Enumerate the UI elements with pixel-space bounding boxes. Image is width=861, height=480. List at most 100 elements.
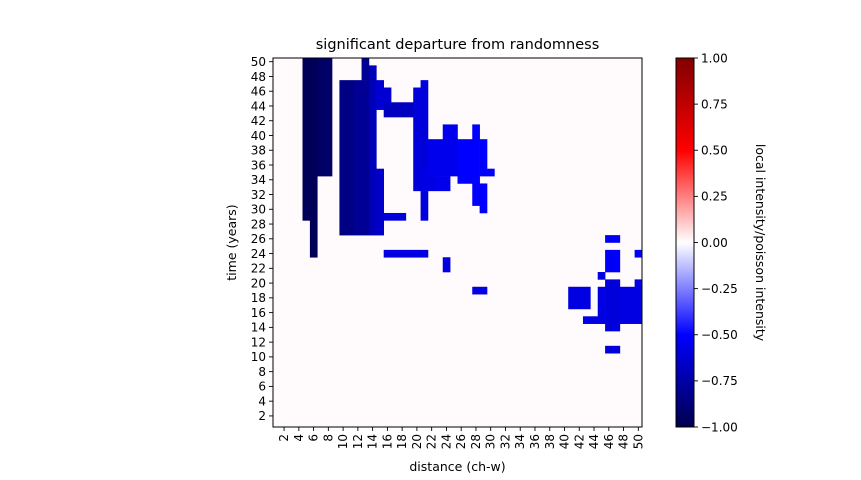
- heatmap-cell-16: [427, 139, 458, 177]
- y-tick-label: 10: [251, 350, 266, 364]
- y-tick-label: 12: [251, 335, 266, 349]
- heatmap-cell-0: [302, 58, 318, 221]
- colorbar-tick-label: 0.75: [701, 97, 728, 111]
- heatmap-cell-2: [317, 58, 333, 177]
- colorbar-tick-label: 0.50: [701, 144, 728, 158]
- y-tick-label: 26: [251, 232, 266, 246]
- x-tick-label: 20: [410, 434, 424, 449]
- heatmap-cell-34: [634, 279, 643, 288]
- colorbar-tick-label: 1.00: [701, 51, 728, 65]
- heatmap-cell-20: [472, 124, 480, 140]
- heatmap-cell-5: [361, 58, 370, 81]
- y-tick-label: 32: [251, 188, 266, 202]
- y-tick-label: 20: [251, 276, 266, 290]
- x-tick-label: 42: [572, 434, 586, 449]
- x-tick-label: 10: [336, 434, 350, 449]
- x-tick-label: 26: [454, 434, 468, 449]
- heatmap-cells: [302, 58, 643, 354]
- y-tick-label: 40: [251, 129, 266, 143]
- x-tick-label: 38: [543, 434, 557, 449]
- heatmap-cell-1: [309, 220, 318, 258]
- x-axis-label: distance (ch-w): [409, 459, 505, 474]
- x-tick-label: 28: [469, 434, 483, 449]
- x-axis-ticks: 2 4 6 8 10 12 14 16 18 20 22 24 26 28 30 32 34 36 38 40 42 44…: [277, 427, 645, 449]
- x-tick-label: 8: [321, 434, 335, 442]
- x-tick-label: 18: [395, 434, 409, 449]
- x-tick-label: 30: [484, 434, 498, 449]
- x-tick-label: 48: [617, 434, 631, 449]
- y-tick-label: 4: [258, 394, 266, 408]
- y-tick-label: 30: [251, 203, 266, 217]
- heatmap-cell-32: [605, 279, 621, 332]
- heatmap-cell-27: [472, 286, 488, 295]
- heatmap-cell-13: [383, 212, 407, 221]
- heatmap-cell-26: [442, 257, 451, 273]
- heatmap-cell-19: [457, 139, 480, 184]
- x-tick-label: 46: [602, 434, 616, 449]
- y-tick-label: 24: [251, 247, 266, 261]
- y-tick-label: 2: [258, 409, 266, 423]
- heatmap-cell-17: [435, 176, 451, 192]
- x-tick-label: 36: [528, 434, 542, 449]
- heatmap-cell-30: [597, 286, 606, 317]
- heatmap-cell-35: [605, 249, 621, 273]
- plot-background: [273, 58, 642, 427]
- y-tick-label: 28: [251, 217, 266, 231]
- heatmap-cell-38: [605, 345, 621, 354]
- heatmap-cell-36: [605, 235, 621, 243]
- heatmap-cell-29: [582, 316, 606, 324]
- y-tick-label: 44: [251, 99, 266, 113]
- colorbar-tick-label: 0.00: [701, 236, 728, 250]
- heatmap-cell-12: [420, 80, 429, 155]
- heatmap-cell-25: [383, 249, 429, 258]
- y-tick-label: 14: [251, 321, 266, 335]
- colorbar-tick-label: −0.50: [701, 328, 738, 342]
- y-tick-label: 16: [251, 306, 266, 320]
- plot-area: [272, 57, 643, 428]
- y-tick-label: 50: [251, 55, 266, 69]
- heatmap-cell-3: [339, 80, 355, 236]
- heatmap-cell-11: [413, 87, 421, 192]
- y-tick-label: 18: [251, 291, 266, 305]
- y-tick-label: 42: [251, 114, 266, 128]
- x-tick-label: 4: [292, 434, 306, 442]
- x-tick-label: 2: [277, 434, 291, 442]
- chart-title: significant departure from randomness: [316, 37, 600, 53]
- y-tick-label: 48: [251, 70, 266, 84]
- colorbar-tick-label: −0.25: [701, 282, 738, 296]
- colorbar-label: local intensity/poisson intensity: [753, 144, 768, 342]
- heatmap-cell-37: [634, 249, 643, 258]
- heatmap-cell-31: [597, 272, 606, 280]
- x-tick-label: 24: [439, 434, 453, 449]
- y-axis-ticks: 2468101214161820222426283032343638404244…: [251, 55, 273, 423]
- x-tick-label: 34: [513, 434, 527, 449]
- heatmap-cell-8: [376, 80, 384, 110]
- y-tick-label: 36: [251, 158, 266, 172]
- x-tick-label: 16: [380, 434, 394, 449]
- heatmap-cell-28: [568, 286, 591, 310]
- colorbar-tick-label: −1.00: [701, 420, 738, 434]
- heatmap-cell-22: [479, 205, 488, 214]
- x-tick-label: 22: [425, 434, 439, 449]
- plot-frame: [272, 57, 643, 428]
- y-tick-label: 38: [251, 144, 266, 158]
- heatmap-cell-4: [354, 80, 370, 236]
- x-tick-label: 14: [366, 434, 380, 449]
- y-axis-label: time (years): [224, 204, 239, 280]
- heatmap-cell-21: [472, 183, 488, 206]
- heatmap-cell-18: [442, 124, 458, 140]
- colorbar-tick-label: 0.25: [701, 190, 728, 204]
- colorbar-ticks: 1.00 0.75 0.50 0.25 0.00 −0.25 −0.50 −0.75 −1.00: [694, 51, 738, 434]
- x-tick-label: 40: [558, 434, 572, 449]
- x-tick-label: 50: [631, 434, 645, 449]
- x-tick-label: 12: [351, 434, 365, 449]
- heatmap-cell-9: [383, 87, 392, 103]
- heatmap-cell-10: [383, 102, 414, 118]
- y-tick-label: 34: [251, 173, 266, 187]
- heatmap-cell-23: [479, 139, 488, 177]
- y-tick-label: 46: [251, 85, 266, 99]
- heatmap-cell-33: [619, 286, 643, 324]
- x-tick-label: 44: [587, 434, 601, 449]
- y-tick-label: 22: [251, 262, 266, 276]
